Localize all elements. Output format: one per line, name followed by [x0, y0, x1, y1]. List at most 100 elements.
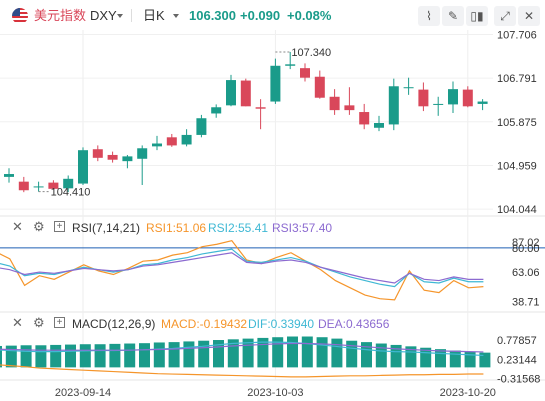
gear-icon[interactable]: ⚙: [33, 315, 45, 330]
candle-up: [270, 65, 281, 102]
price-axis-label: 105.875: [497, 117, 537, 129]
macd-axis-label: -0.31568: [497, 373, 540, 385]
symbol-code[interactable]: DXY: [90, 8, 117, 23]
candle-style-icon: ▯▮: [470, 9, 484, 23]
price-axis-label: 106.791: [497, 73, 537, 85]
macd-histogram-bar: [20, 345, 32, 368]
macd-histogram-bar: [287, 336, 298, 368]
dif-line: [0, 341, 484, 357]
expand-button[interactable]: ⤢: [494, 6, 516, 26]
header-divider: [131, 9, 132, 22]
rsi3-line: [0, 252, 484, 284]
candle-up: [152, 143, 162, 147]
candle-up: [477, 101, 488, 104]
macd-histogram-bar: [375, 343, 387, 368]
candle-down: [240, 80, 251, 107]
candle-down: [344, 105, 355, 111]
candle-up: [78, 150, 88, 184]
macd-histogram-bar: [94, 344, 106, 368]
macd-histogram-bar: [198, 340, 210, 368]
macd-histogram-bar: [272, 337, 284, 368]
symbol-dropdown-icon[interactable]: [117, 14, 123, 18]
rsi-legend: ✕ ⚙ + RSI(7,14,21) RSI1:51.06 RSI2:55.41…: [0, 219, 545, 237]
symbol-name[interactable]: 美元指数: [34, 8, 87, 23]
candle-up: [374, 123, 384, 128]
candle-down: [359, 112, 370, 125]
macd-histogram-bar: [361, 342, 372, 368]
price-axis-label: 107.706: [497, 29, 537, 41]
rsi-axis-label: 87.02: [512, 237, 540, 249]
expand-icon: ⤢: [500, 9, 510, 23]
candle-up: [181, 134, 192, 145]
plus-box-icon[interactable]: +: [54, 221, 65, 232]
macd-histogram-bar: [316, 337, 328, 368]
chart-header: 美元指数 DXY 日K 106.300 +0.090 +0.08% ⌇ ✎ ▯▮…: [0, 0, 545, 30]
plus-box-icon[interactable]: +: [54, 317, 65, 328]
candle-style-button[interactable]: ▯▮: [466, 6, 488, 26]
macd-histogram-bar: [139, 343, 150, 368]
dea-line: [0, 342, 484, 353]
date-axis-label: 2023-09-14: [55, 387, 111, 399]
candle-down: [255, 107, 266, 109]
period-dropdown-icon[interactable]: [173, 14, 179, 18]
draw-tool-button[interactable]: ⌇: [418, 6, 440, 26]
macd-histogram-bar: [168, 342, 180, 368]
candle-down: [166, 137, 177, 146]
gear-icon[interactable]: ⚙: [33, 219, 45, 234]
candle-down: [329, 96, 340, 111]
macd-histogram-bar: [301, 336, 313, 368]
rsi2-value: RSI2:55.41: [208, 221, 269, 235]
close-icon[interactable]: ✕: [12, 219, 23, 234]
macd-histogram-bar: [435, 349, 446, 368]
candle-up: [4, 174, 14, 177]
rsi-axis-label: 38.71: [512, 296, 540, 308]
macd-histogram-bar: [464, 351, 476, 368]
pen-tool-button[interactable]: ✎: [442, 6, 464, 26]
macd-histogram-bar: [213, 340, 224, 368]
period-selector[interactable]: 日K: [143, 8, 165, 23]
us-flag-icon: [12, 8, 28, 24]
candle-down: [18, 181, 29, 191]
macd-histogram-bar: [346, 340, 358, 368]
draw-icon: ⌇: [426, 9, 432, 23]
rsi-axis-label: 63.06: [512, 267, 540, 279]
candle-down: [314, 76, 325, 98]
candle-up: [285, 64, 296, 66]
macd-histogram-bar: [405, 346, 417, 368]
candle-up: [211, 107, 222, 114]
candle-up: [448, 89, 458, 105]
candle-up: [226, 80, 236, 106]
macd-histogram-bar: [183, 341, 195, 368]
rsi1-value: RSI1:51.06: [146, 221, 207, 235]
candle-down: [462, 89, 473, 107]
last-price: 106.300: [189, 8, 236, 23]
candle-up: [388, 86, 399, 125]
candle-down: [92, 149, 103, 158]
close-icon[interactable]: ✕: [12, 315, 23, 330]
rsi-axis-label: 80.00: [512, 243, 540, 255]
low-price-label: 104.410: [51, 187, 91, 199]
macd-histogram-bar: [35, 345, 47, 368]
candle-down: [300, 68, 310, 78]
candle-up: [122, 156, 133, 162]
candle-up: [33, 186, 44, 188]
macd-histogram-bar: [5, 345, 17, 368]
macd-histogram-bar: [227, 339, 239, 368]
close-icon: ✕: [523, 9, 535, 23]
macd-histogram-bar: [331, 338, 343, 368]
macd-histogram-bar: [153, 342, 165, 368]
macd-line: [0, 364, 484, 378]
price-axis-label: 104.044: [497, 204, 537, 216]
macd-histogram-bar: [50, 344, 62, 368]
high-price-label: 107.340: [291, 47, 331, 59]
pen-icon: ✎: [447, 9, 459, 23]
candle-down: [48, 182, 59, 189]
macd-histogram-bar: [479, 352, 491, 368]
macd-histogram-bar: [257, 337, 269, 368]
macd-histogram-bar: [124, 343, 136, 368]
close-button[interactable]: ✕: [518, 6, 540, 26]
candle-down: [418, 89, 429, 107]
macd-legend: ✕ ⚙ + MACD(12,26,9) MACD:-0.19432 DIF:0.…: [0, 315, 545, 333]
